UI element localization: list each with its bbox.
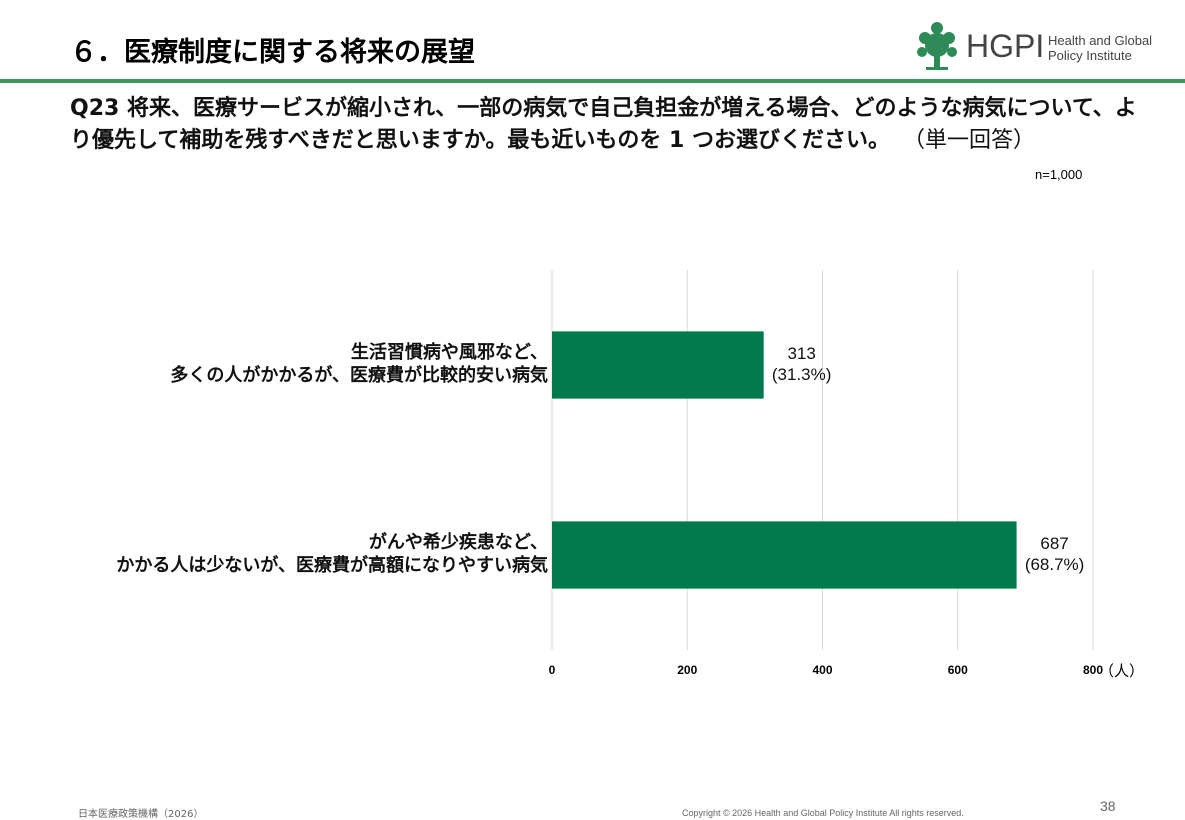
x-tick-label: 0 bbox=[548, 663, 556, 677]
logo-icon bbox=[917, 22, 957, 70]
question: Q23 将来、医療サービスが縮小され、一部の病気で自己負担金が増える場合、どのよ… bbox=[70, 93, 1145, 157]
x-tick-label: 200 bbox=[677, 663, 698, 677]
logo-mark: HGPI bbox=[966, 28, 1045, 64]
header-rule bbox=[0, 79, 1185, 83]
x-axis-unit: （人） bbox=[1099, 662, 1145, 680]
footer-org: 日本医療政策機構（2026） bbox=[78, 809, 204, 820]
x-tick-label: 600 bbox=[947, 663, 968, 677]
logo-text: Health and Global Policy Institute bbox=[1048, 33, 1153, 63]
bar bbox=[552, 331, 764, 399]
sample-size: n=1,000 bbox=[1035, 167, 1083, 182]
question-note: （単一回答） bbox=[914, 128, 1036, 153]
value-label: 313 (31.3%) bbox=[771, 344, 832, 384]
bar bbox=[552, 521, 1017, 589]
value-label: 687 (68.7%) bbox=[1024, 534, 1085, 574]
category-label: 生活習慣病や風邪など、 多くの人がかかるが、医療費が比較的安い病気 bbox=[170, 342, 548, 386]
copyright: Copyright © 2026 Health and Global Polic… bbox=[682, 808, 964, 818]
category-label: がんや希少疾患など、 かかる人は少ないが、医療費が高額になりやすい病気 bbox=[116, 532, 548, 576]
x-tick-label: 400 bbox=[812, 663, 833, 677]
x-tick-label: 800 bbox=[1082, 663, 1104, 677]
slide-title: ６．医療制度に関する将来の展望 bbox=[70, 37, 475, 68]
question-text: Q23 将来、医療サービスが縮小され、一部の病気で自己負担金が増える場合、どのよ… bbox=[70, 96, 1137, 153]
page-number: 38 bbox=[1100, 798, 1116, 814]
